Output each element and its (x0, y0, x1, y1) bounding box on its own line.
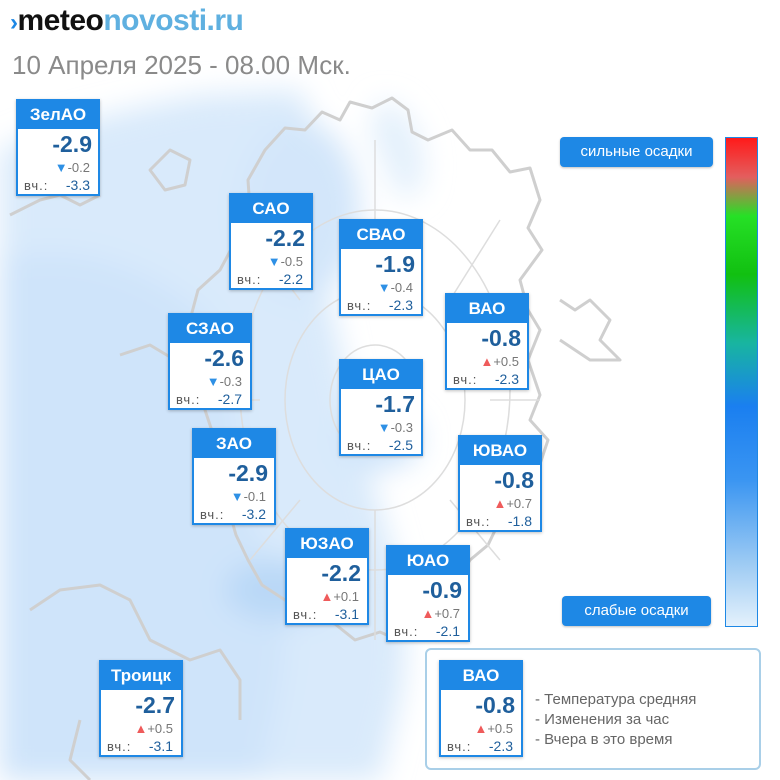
site-logo[interactable]: ›meteonovosti.ru (10, 4, 244, 38)
yesterday-temperature: -2.7 (217, 391, 242, 407)
avg-temperature: -2.2 (321, 560, 361, 586)
hourly-change: ▲+0.7 (421, 606, 460, 621)
district-name: ЮАО (388, 547, 468, 575)
yesterday-temperature: -2.3 (494, 371, 519, 387)
yesterday-label: вч.: (347, 298, 372, 313)
avg-temperature: -1.7 (375, 391, 415, 417)
district-name: ВАО (441, 662, 521, 690)
trend-down-icon: ▼ (377, 420, 391, 435)
logo-arrow-icon: › (10, 9, 18, 36)
weak-precip-label: слабые осадки (562, 596, 711, 626)
legend-line-change: - Изменения за час (535, 711, 670, 728)
district-name: ЮВАО (460, 437, 540, 465)
yesterday-temperature: -2.3 (388, 297, 413, 313)
district-name: ЗелАО (18, 101, 98, 129)
hourly-change: ▲+0.5 (134, 721, 173, 736)
yesterday-label: вч.: (237, 272, 262, 287)
trend-up-icon: ▲ (493, 496, 507, 511)
avg-temperature: -0.8 (475, 692, 515, 718)
avg-temperature: -0.9 (422, 577, 462, 603)
avg-temperature: -0.8 (481, 325, 521, 351)
yesterday-label: вч.: (394, 624, 419, 639)
yesterday-label: вч.: (24, 178, 49, 193)
hourly-change: ▼-0.3 (377, 420, 413, 435)
yesterday-label: вч.: (453, 372, 478, 387)
yesterday-label: вч.: (176, 392, 201, 407)
trend-down-icon: ▼ (206, 374, 220, 389)
yesterday-temperature: -2.5 (388, 437, 413, 453)
district-card-cao: ЦАО -1.7 ▼-0.3 вч.: -2.5 (339, 359, 423, 456)
yesterday-label: вч.: (447, 739, 472, 754)
district-card-yuzao: ЮЗАО -2.2 ▲+0.1 вч.: -3.1 (285, 528, 369, 625)
avg-temperature: -0.8 (494, 467, 534, 493)
yesterday-temperature: -3.2 (241, 506, 266, 522)
avg-temperature: -2.6 (204, 345, 244, 371)
district-name: ЮЗАО (287, 530, 367, 558)
strong-precip-label: сильные осадки (560, 137, 713, 167)
precip-color-scale (725, 137, 758, 627)
district-card-szao: СЗАО -2.6 ▼-0.3 вч.: -2.7 (168, 313, 252, 410)
hourly-change: ▼-0.3 (206, 374, 242, 389)
logo-meteo: meteo (17, 4, 104, 37)
district-card-yuao: ЮАО -0.9 ▲+0.7 вч.: -2.1 (386, 545, 470, 642)
logo-novosti: novosti.ru (103, 4, 244, 37)
trend-down-icon: ▼ (230, 489, 244, 504)
avg-temperature: -2.9 (228, 460, 268, 486)
avg-temperature: -1.9 (375, 251, 415, 277)
district-card-yuvao: ЮВАО -0.8 ▲+0.7 вч.: -1.8 (458, 435, 542, 532)
district-name: СЗАО (170, 315, 250, 343)
yesterday-label: вч.: (293, 607, 318, 622)
trend-down-icon: ▼ (377, 280, 391, 295)
hourly-change: ▼-0.1 (230, 489, 266, 504)
district-card-zelao: ЗелАО -2.9 ▼-0.2 вч.: -3.3 (16, 99, 100, 196)
yesterday-temperature: -3.1 (148, 738, 173, 754)
district-name: Троицк (101, 662, 181, 690)
avg-temperature: -2.2 (265, 225, 305, 251)
legend-descriptions: - Температура средняя - Изменения за час… (535, 690, 696, 750)
legend-example-card: ВАО -0.8 ▲+0.5 вч.: -2.3 (439, 660, 523, 757)
hourly-change: ▲+0.5 (480, 354, 519, 369)
yesterday-temperature: -3.3 (65, 177, 90, 193)
district-card-sao: САО -2.2 ▼-0.5 вч.: -2.2 (229, 193, 313, 290)
yesterday-temperature: -2.3 (488, 738, 513, 754)
district-name: ЦАО (341, 361, 421, 389)
trend-up-icon: ▲ (480, 354, 494, 369)
avg-temperature: -2.7 (135, 692, 175, 718)
avg-temperature: -2.9 (52, 131, 92, 157)
hourly-change: ▲+0.1 (320, 589, 359, 604)
hourly-change: ▼-0.2 (54, 160, 90, 175)
district-name: САО (231, 195, 311, 223)
district-card-svao: СВАО -1.9 ▼-0.4 вч.: -2.3 (339, 219, 423, 316)
yesterday-temperature: -1.8 (507, 513, 532, 529)
district-name: ВАО (447, 295, 527, 323)
yesterday-label: вч.: (466, 514, 491, 529)
yesterday-label: вч.: (200, 507, 225, 522)
hourly-change: ▼-0.5 (267, 254, 303, 269)
legend-line-yesterday: - Вчера в это время (535, 731, 673, 748)
trend-down-icon: ▼ (54, 160, 68, 175)
yesterday-temperature: -2.2 (278, 271, 303, 287)
forecast-date: 10 Апреля 2025 - 08.00 Мск. (12, 50, 351, 80)
district-name: СВАО (341, 221, 421, 249)
trend-up-icon: ▲ (474, 721, 488, 736)
legend-line-avg: - Температура средняя (535, 691, 697, 708)
hourly-change: ▲+0.5 (474, 721, 513, 736)
district-card-vao: ВАО -0.8 ▲+0.5 вч.: -2.3 (445, 293, 529, 390)
yesterday-temperature: -2.1 (435, 623, 460, 639)
yesterday-label: вч.: (347, 438, 372, 453)
district-card-zao: ЗАО -2.9 ▼-0.1 вч.: -3.2 (192, 428, 276, 525)
yesterday-temperature: -3.1 (334, 606, 359, 622)
trend-up-icon: ▲ (320, 589, 334, 604)
trend-up-icon: ▲ (421, 606, 435, 621)
trend-down-icon: ▼ (267, 254, 281, 269)
hourly-change: ▼-0.4 (377, 280, 413, 295)
district-card-troitsk: Троицк -2.7 ▲+0.5 вч.: -3.1 (99, 660, 183, 757)
hourly-change: ▲+0.7 (493, 496, 532, 511)
trend-up-icon: ▲ (134, 721, 148, 736)
district-name: ЗАО (194, 430, 274, 458)
yesterday-label: вч.: (107, 739, 132, 754)
